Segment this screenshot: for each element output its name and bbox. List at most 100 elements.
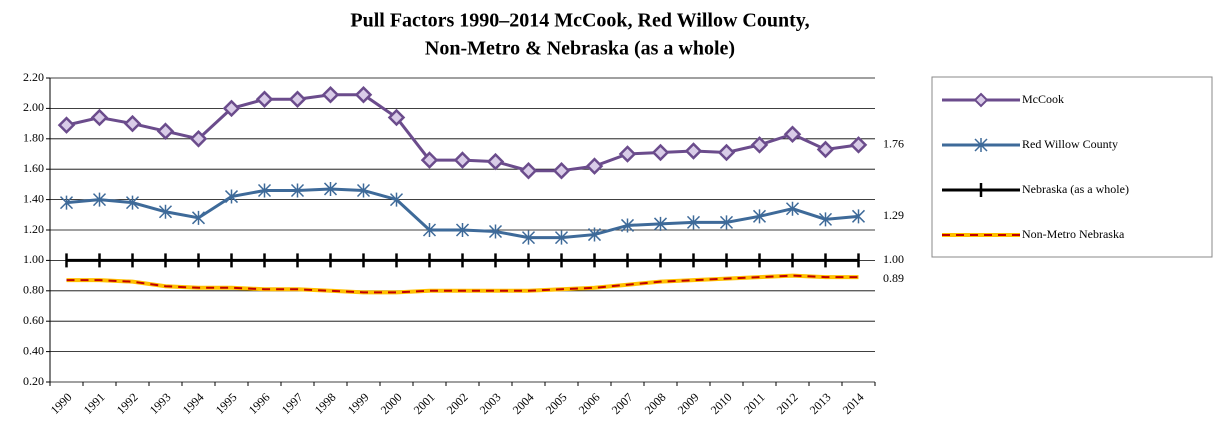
legend-label: McCook xyxy=(1022,92,1064,106)
marker xyxy=(257,183,272,198)
marker xyxy=(686,215,701,230)
marker xyxy=(519,161,538,180)
y-tick-label: 1.40 xyxy=(23,191,44,205)
marker xyxy=(521,230,536,245)
legend-marker xyxy=(974,138,988,152)
x-tick-label: 2013 xyxy=(807,390,834,417)
annotation: 1.29 xyxy=(883,208,904,222)
legend-label: Non-Metro Nebraska xyxy=(1022,227,1125,241)
x-tick-label: 2006 xyxy=(576,390,603,417)
annotation: 1.76 xyxy=(883,137,904,151)
legend-box xyxy=(931,76,1213,258)
marker xyxy=(653,216,668,231)
marker xyxy=(455,223,470,237)
x-tick-label: 1993 xyxy=(147,390,174,417)
x-tick-label: 2004 xyxy=(510,390,537,417)
series-line-dash xyxy=(66,274,859,294)
marker xyxy=(321,85,340,104)
marker xyxy=(125,195,140,210)
marker xyxy=(620,218,635,233)
y-tick-label: 1.60 xyxy=(23,161,44,175)
marker xyxy=(752,209,767,224)
marker xyxy=(552,161,571,180)
x-tick-label: 1998 xyxy=(312,390,339,417)
marker xyxy=(422,223,437,237)
x-tick-label: 1992 xyxy=(114,390,141,417)
marker xyxy=(618,145,637,163)
marker xyxy=(156,122,175,140)
marker xyxy=(453,151,472,169)
marker xyxy=(387,108,406,127)
y-tick-label: 0.40 xyxy=(23,343,44,357)
y-tick-label: 0.80 xyxy=(23,283,44,297)
x-tick-label: 1995 xyxy=(213,390,240,417)
marker xyxy=(750,136,769,154)
marker xyxy=(59,195,74,210)
marker xyxy=(651,143,670,162)
x-tick-label: 2000 xyxy=(378,390,405,417)
x-tick-label: 2011 xyxy=(741,390,768,417)
marker xyxy=(719,215,734,230)
x-tick-label: 1999 xyxy=(345,390,372,417)
marker xyxy=(684,142,703,160)
marker xyxy=(354,85,373,104)
marker xyxy=(158,204,173,219)
marker xyxy=(785,201,800,216)
x-tick-label: 2010 xyxy=(708,390,735,417)
x-tick-label: 1997 xyxy=(279,390,306,417)
marker xyxy=(783,125,802,144)
marker xyxy=(191,210,206,225)
marker xyxy=(57,116,76,134)
marker xyxy=(717,143,736,162)
marker xyxy=(486,152,505,171)
marker xyxy=(224,189,239,204)
y-tick-label: 2.20 xyxy=(23,70,44,84)
x-tick-label: 2012 xyxy=(774,390,801,417)
x-tick-label: 2009 xyxy=(675,390,702,417)
marker xyxy=(585,157,604,175)
x-tick-label: 1990 xyxy=(48,390,75,417)
marker xyxy=(488,224,503,239)
x-tick-label: 2003 xyxy=(477,390,504,417)
x-tick-label: 2014 xyxy=(840,390,867,417)
y-tick-label: 0.60 xyxy=(23,313,44,327)
marker xyxy=(123,114,142,133)
marker xyxy=(851,209,866,224)
chart-title: Pull Factors 1990–2014 McCook, Red Willo… xyxy=(350,10,809,32)
chart-title: Non-Metro & Nebraska (as a whole) xyxy=(425,38,735,60)
marker xyxy=(816,140,835,159)
marker xyxy=(189,130,208,148)
y-tick-label: 1.80 xyxy=(23,131,44,145)
marker xyxy=(818,212,833,227)
y-tick-label: 0.20 xyxy=(23,374,44,388)
marker xyxy=(255,90,274,109)
x-tick-label: 1996 xyxy=(246,390,273,417)
y-tick-label: 2.00 xyxy=(23,100,44,114)
x-tick-label: 2002 xyxy=(444,390,471,417)
x-tick-label: 2005 xyxy=(543,390,570,417)
marker xyxy=(849,136,868,154)
marker xyxy=(356,183,371,198)
marker xyxy=(323,181,338,196)
marker xyxy=(288,90,307,109)
annotation: 1.00 xyxy=(883,252,904,266)
marker xyxy=(554,230,569,245)
legend-marker xyxy=(973,92,989,108)
marker xyxy=(389,192,404,207)
x-tick-label: 2007 xyxy=(609,390,636,417)
y-tick-label: 1.00 xyxy=(23,252,44,266)
annotation: 0.89 xyxy=(883,271,904,285)
marker xyxy=(420,151,439,169)
legend-label: Red Willow County xyxy=(1022,137,1118,151)
y-tick-label: 1.20 xyxy=(23,222,44,236)
marker xyxy=(90,108,109,127)
marker xyxy=(290,183,305,198)
x-tick-label: 1994 xyxy=(180,390,207,417)
x-tick-label: 2001 xyxy=(411,390,438,417)
legend-label: Nebraska (as a whole) xyxy=(1022,182,1129,196)
x-tick-label: 1991 xyxy=(81,390,108,417)
marker xyxy=(587,227,602,242)
x-tick-label: 2008 xyxy=(642,390,669,417)
